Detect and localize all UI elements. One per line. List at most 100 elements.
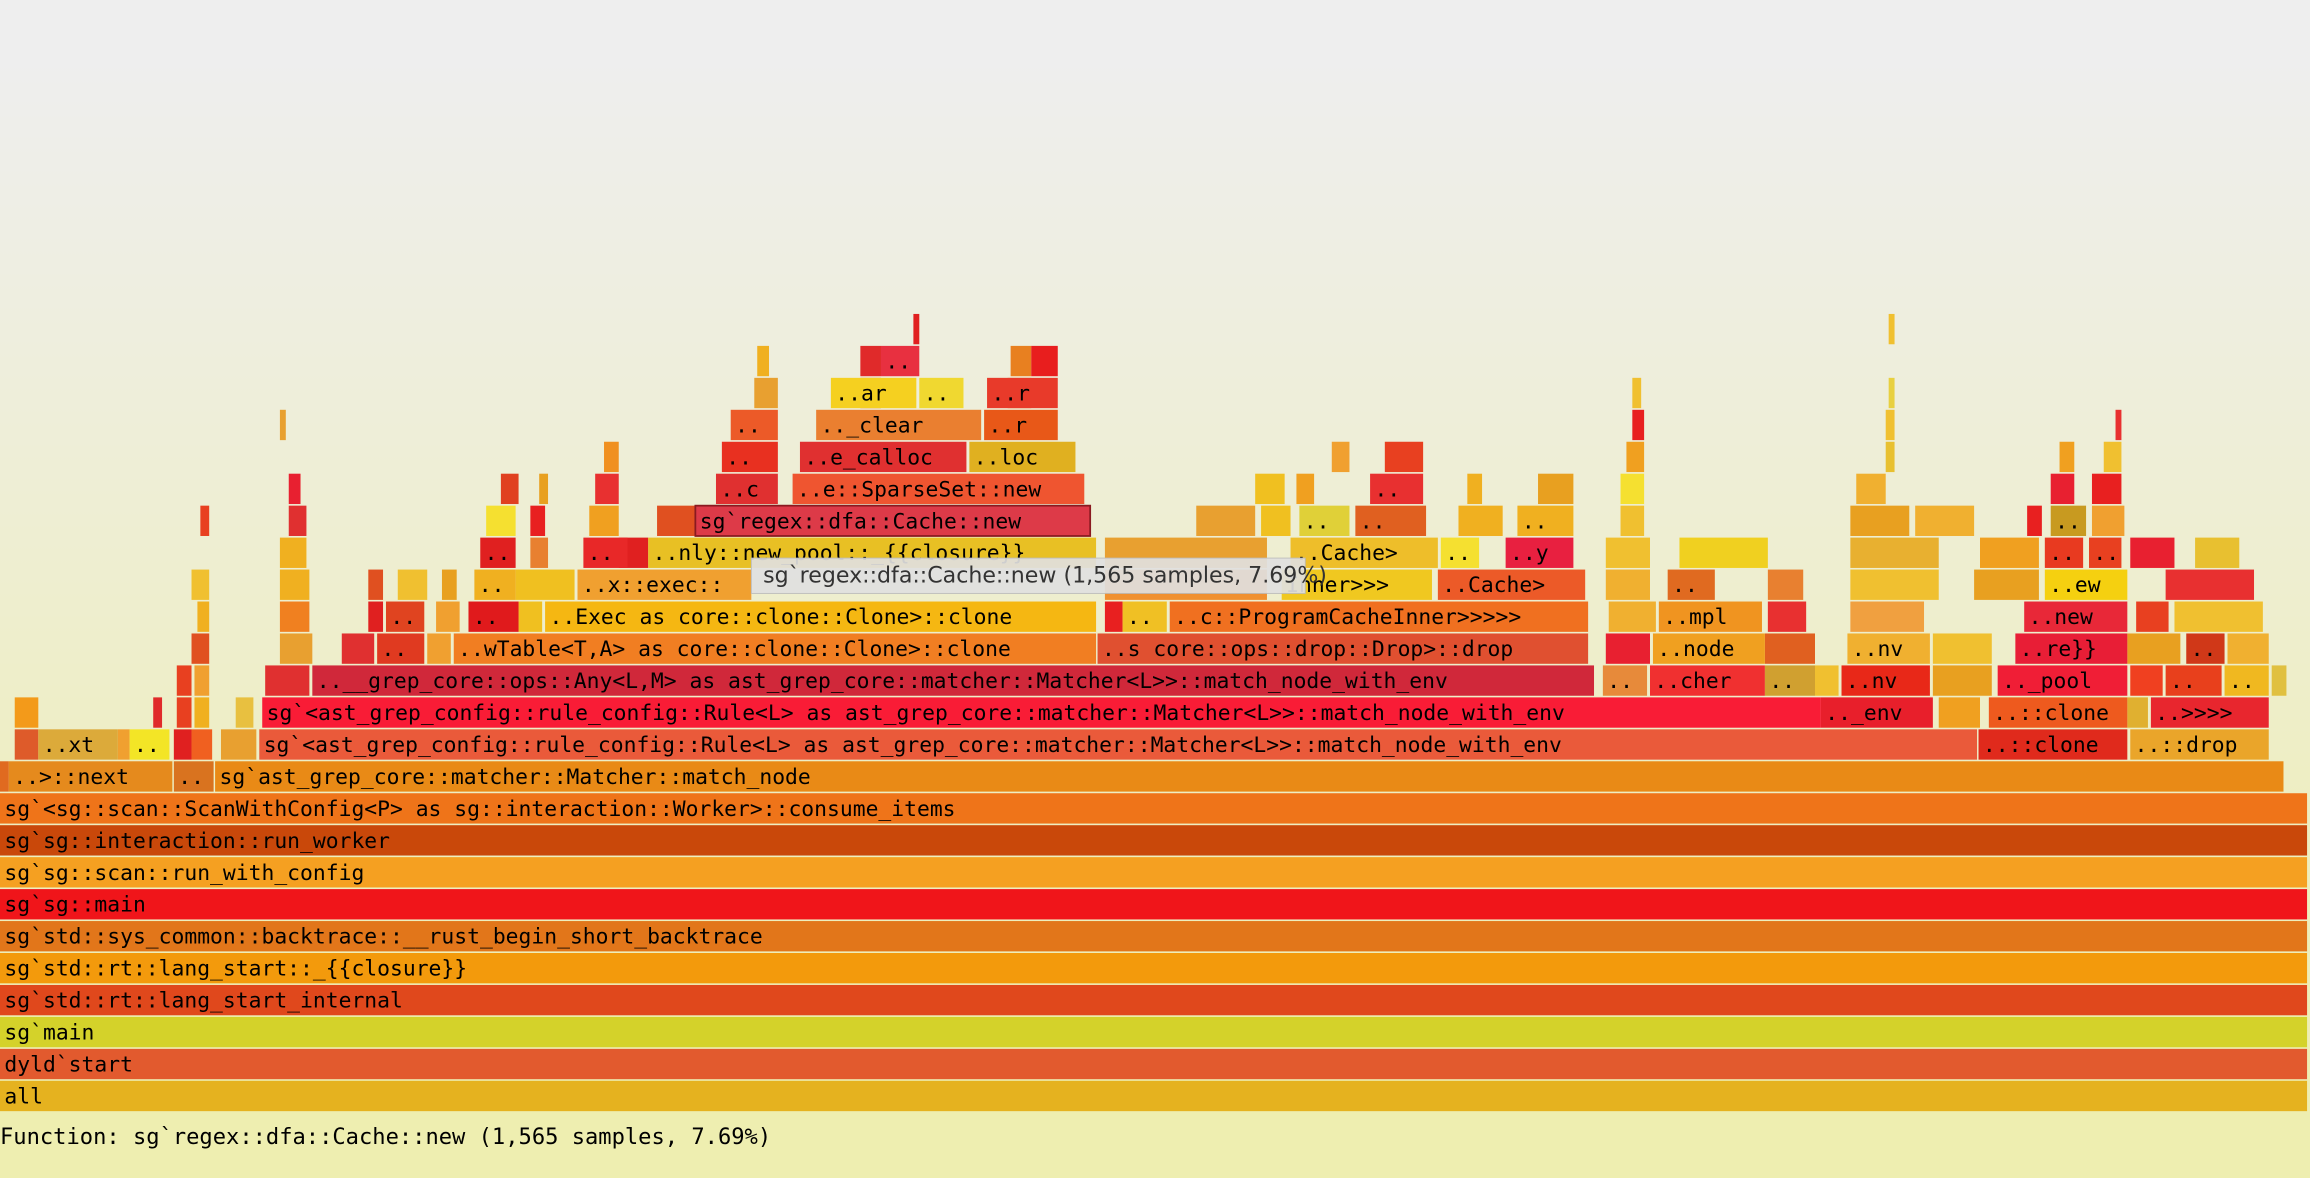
frame[interactable]: sg`<ast_grep_config::rule_config::Rule<L… [259,729,1978,760]
frame[interactable]: .. [1355,505,1427,536]
frame-box[interactable] [0,1048,2308,1080]
frame[interactable]: ..::drop [2130,729,2269,760]
frame-box[interactable] [987,377,1058,409]
frame[interactable]: .. [2224,665,2269,696]
frame-box[interactable] [984,409,1058,441]
frame-box[interactable] [577,569,752,600]
frame[interactable]: sg`main [0,1016,2308,1048]
frame-box[interactable] [1122,601,1167,632]
frame[interactable]: .. [721,441,778,473]
frame[interactable]: ..cher [1650,665,1765,696]
frame[interactable]: sg`sg::scan::run_with_config [0,857,2308,888]
frame[interactable]: ..::clone [1978,729,2128,760]
frame-box[interactable] [1437,569,1586,600]
frame-box[interactable] [468,601,519,632]
frame[interactable]: sg`ast_grep_core::matcher::Matcher::matc… [215,761,2284,792]
frame-box[interactable] [262,697,1821,728]
frame-box[interactable] [0,1016,2308,1048]
frame[interactable]: .. [1764,665,1815,696]
frame[interactable]: ..xt [38,729,118,760]
frame-box[interactable] [1517,505,1574,536]
frame-box[interactable] [792,473,1085,505]
frame-box[interactable] [1299,505,1350,536]
frame-box[interactable] [385,601,425,632]
frame-box[interactable] [545,601,1097,632]
frame[interactable]: .. [919,377,964,409]
frame[interactable]: ..new [2024,601,2128,632]
frame[interactable]: ..c [715,473,778,505]
frame[interactable]: ..y [1505,537,1574,568]
frame[interactable]: .. [377,633,425,664]
frame-box[interactable] [0,825,2308,856]
frame[interactable]: ..wTable<T,A> as core::clone::Clone>::cl… [453,633,1097,664]
frame[interactable]: ..r [987,377,1058,409]
frame-box[interactable] [129,729,170,760]
frame[interactable]: .. [474,569,516,600]
frame-box[interactable] [2089,537,2122,568]
frame[interactable]: ..e::SparseSet::new [792,473,1085,505]
frame-box[interactable] [0,953,2308,984]
frame-box[interactable] [173,761,214,792]
frame-box[interactable] [474,569,516,600]
frame-box[interactable] [1978,729,2128,760]
frame-box[interactable] [1847,633,1930,664]
frame[interactable]: ..nv [1841,665,1930,696]
frame[interactable]: sg`std::rt::lang_start::_{{closure}} [0,953,2308,984]
frame-box[interactable] [816,409,982,441]
frame[interactable]: .. [1370,473,1424,505]
frame[interactable]: .. [173,761,214,792]
frame[interactable]: .. [2089,537,2122,568]
frame-box[interactable] [0,921,2308,952]
frame[interactable]: sg`regex::dfa::Cache::new [694,504,1092,537]
frame[interactable]: ..Exec as core::clone::Clone>::clone [545,601,1097,632]
frame-box[interactable] [1097,633,1589,664]
frame[interactable]: ..c::ProgramCacheInner>>>>> [1169,601,1589,632]
frame-box[interactable] [1841,665,1930,696]
frame[interactable]: dyld`start [0,1048,2308,1080]
frame-box[interactable] [377,633,425,664]
frame[interactable]: ..Cache> [1437,569,1586,600]
frame-box[interactable] [0,984,2308,1016]
frame-box[interactable] [1440,537,1480,568]
frame[interactable]: .. [1122,601,1167,632]
frame[interactable]: ..x::exec:: [577,569,752,600]
frame-box[interactable] [480,537,516,568]
frame[interactable]: .. [385,601,425,632]
frame[interactable]: ..ew [2044,569,2128,600]
frame-box[interactable] [1652,633,1765,664]
frame-box[interactable] [259,729,1978,760]
frame[interactable]: .. [2186,633,2225,664]
frame-box[interactable] [919,377,964,409]
frame-box[interactable] [730,409,778,441]
frame[interactable]: .._env [1820,697,1933,728]
frame[interactable]: .._pool [1997,665,2128,696]
frame-box[interactable] [38,729,118,760]
frame[interactable]: .. [1299,505,1350,536]
frame-box[interactable] [0,1080,2308,1112]
frame-box[interactable] [880,345,920,377]
frame[interactable]: .. [129,729,170,760]
frame[interactable]: .. [583,537,628,568]
frame-box[interactable] [0,793,2308,824]
frame[interactable]: .. [730,409,778,441]
frame[interactable]: ..>>>> [2150,697,2269,728]
frame[interactable]: .. [480,537,516,568]
frame-box[interactable] [2224,665,2269,696]
frame[interactable]: .._clear [816,409,982,441]
frame[interactable]: ..node [1652,633,1765,664]
frame[interactable]: .. [1517,505,1574,536]
frame[interactable]: .. [1440,537,1480,568]
frame-box[interactable] [2024,601,2128,632]
frame[interactable]: ..r [984,409,1058,441]
frame-box[interactable] [312,665,1595,696]
frame-box[interactable] [2186,633,2225,664]
frame[interactable]: .. [2044,537,2084,568]
frame-box[interactable] [0,889,2308,920]
frame-box[interactable] [1602,665,1648,696]
frame[interactable]: sg`<ast_grep_config::rule_config::Rule<L… [262,697,1821,728]
frame[interactable]: sg`sg::main [0,889,2308,920]
frame[interactable]: .. [2165,665,2222,696]
frame-box[interactable] [1820,697,1933,728]
frame-box[interactable] [1650,665,1765,696]
frame-box[interactable] [799,441,967,473]
